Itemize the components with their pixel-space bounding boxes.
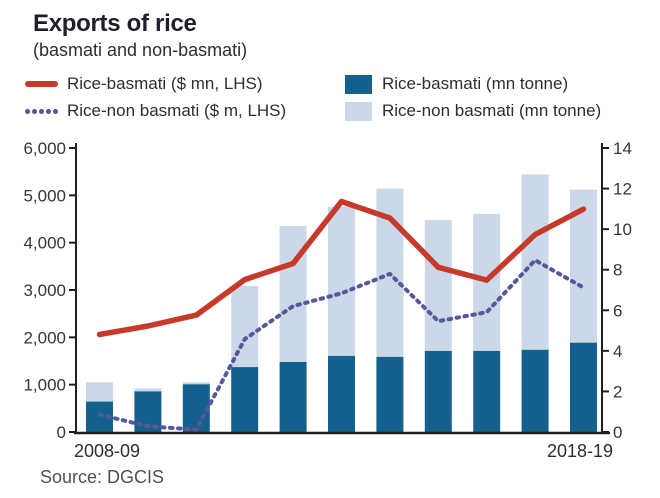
right-axis-tick-label: 10	[613, 220, 632, 239]
right-axis-tick-label: 6	[613, 301, 622, 320]
left-axis-tick-label: 3,000	[23, 281, 66, 300]
bar-basmati-tonnes	[328, 355, 355, 432]
left-axis-tick-label: 5,000	[23, 186, 66, 205]
left-axis-tick-label: 4,000	[23, 234, 66, 253]
dark-blue-swatch	[345, 74, 372, 94]
legend-column-lines: Rice-basmati ($ mn, LHS) Rice-non basmat…	[25, 74, 286, 121]
legend-label: Rice-non basmati (mn tonne)	[382, 101, 602, 120]
solid-line-swatch	[25, 81, 58, 87]
left-axis-tick-label: 6,000	[23, 139, 66, 158]
bar-non-basmati-tonnes	[424, 220, 452, 351]
light-blue-swatch	[345, 101, 372, 121]
x-axis-label-last: 2018-19	[546, 441, 614, 461]
bar-non-basmati-tonnes	[279, 226, 307, 362]
legend-label: Rice-basmati ($ mn, LHS)	[67, 74, 263, 93]
bar-basmati-tonnes	[424, 350, 452, 432]
legend-item-nonbasmati-tonnes: Rice-non basmati (mn tonne)	[345, 101, 601, 121]
left-axis-tick-label: 2,000	[23, 328, 66, 347]
bar-basmati-tonnes	[570, 342, 597, 432]
bar-basmati-tonnes	[376, 356, 404, 432]
right-axis-tick-label: 14	[613, 139, 632, 158]
legend-item-basmati-tonnes: Rice-basmati (mn tonne)	[345, 74, 601, 94]
bar-basmati-tonnes	[279, 362, 307, 432]
legend-label: Rice-non basmati ($ m, LHS)	[67, 101, 287, 120]
right-axis-tick-label: 4	[613, 342, 622, 361]
right-axis-tick-label: 8	[613, 261, 622, 280]
right-axis-tick-label: 2	[613, 382, 622, 401]
legend-column-bars: Rice-basmati (mn tonne) Rice-non basmati…	[345, 74, 601, 121]
bar-basmati-tonnes	[231, 367, 259, 432]
x-axis-label-first: 2008-09	[73, 441, 141, 461]
bar-non-basmati-tonnes	[86, 382, 113, 402]
left-axis-tick-label: 0	[57, 423, 66, 442]
basmati-usd-line	[96, 198, 587, 338]
bar-non-basmati-tonnes	[521, 174, 549, 350]
right-axis-tick-label: 0	[613, 423, 622, 442]
source-note: Source: DGCIS	[40, 467, 165, 487]
dotted-line-swatch	[25, 108, 58, 114]
bar-basmati-tonnes	[473, 350, 501, 432]
legend-label: Rice-basmati (mn tonne)	[382, 74, 569, 93]
non-basmati-usd-line	[97, 258, 586, 432]
bar-basmati-tonnes	[182, 384, 210, 432]
right-axis-tick-label: 12	[613, 180, 632, 199]
legend-item-nonbasmati-usd: Rice-non basmati ($ m, LHS)	[25, 101, 286, 121]
bar-non-basmati-tonnes	[134, 388, 162, 392]
left-axis-tick-label: 1,000	[23, 376, 66, 395]
chart-title: Exports of rice	[33, 10, 197, 37]
bar-basmati-tonnes	[521, 349, 549, 432]
legend-item-basmati-usd: Rice-basmati ($ mn, LHS)	[25, 74, 286, 94]
bar-non-basmati-tonnes	[182, 382, 210, 385]
chart-subtitle: (basmati and non-basmati)	[33, 40, 248, 60]
bar-non-basmati-tonnes	[328, 206, 355, 356]
